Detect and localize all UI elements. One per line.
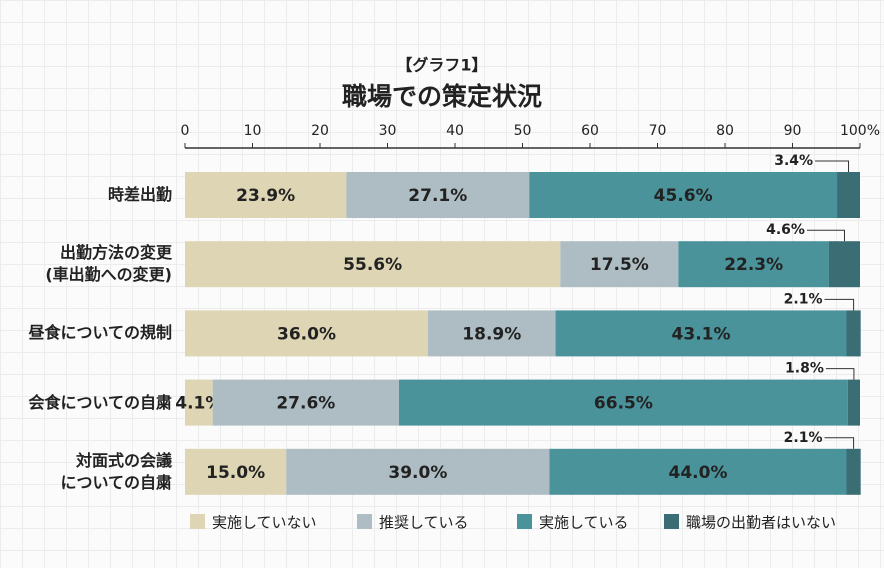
bar-segment <box>185 448 287 495</box>
bar-segment <box>846 448 861 495</box>
x-tick-label: 20 <box>311 123 329 139</box>
value-label: 4.6% <box>766 222 805 238</box>
bar-segment <box>185 310 428 357</box>
label-leader <box>824 437 855 449</box>
value-label: 44.0% <box>669 463 728 483</box>
legend-label: 実施している <box>539 514 629 532</box>
value-label: 55.6% <box>343 255 402 275</box>
value-label: 2.1% <box>784 430 823 446</box>
category-label: 対面式の会議 についての自粛 <box>60 450 172 492</box>
bar-segment <box>555 310 847 357</box>
legend-swatch <box>517 514 532 529</box>
x-tick-label: 50 <box>514 123 532 139</box>
x-tick-label: 0 <box>181 123 190 139</box>
bar-segment <box>560 241 679 288</box>
value-label: 43.1% <box>672 324 731 344</box>
legend-swatch <box>357 514 372 529</box>
bar-segment <box>846 310 861 357</box>
bar-segment <box>185 172 347 218</box>
x-tick-label: 10 <box>244 123 262 139</box>
bar-segment <box>549 448 847 495</box>
value-label: 39.0% <box>388 463 447 483</box>
label-leader <box>815 160 850 172</box>
value-label: 27.1% <box>408 186 467 206</box>
label-leader <box>806 229 845 242</box>
x-tick-label: 60 <box>581 123 599 139</box>
x-tick-label: 70 <box>649 123 667 139</box>
value-label: 45.6% <box>654 186 713 206</box>
x-tick-label: 100% <box>840 123 880 139</box>
bar-segment <box>286 448 550 495</box>
value-label: 15.0% <box>206 463 265 483</box>
value-label: 2.1% <box>784 291 823 307</box>
label-leader <box>825 368 855 380</box>
bar-segment <box>185 379 213 426</box>
bar-segment <box>847 379 860 426</box>
value-label: 18.9% <box>462 324 521 344</box>
legend-label: 職場の出勤者はいない <box>686 514 836 532</box>
label-leader <box>824 298 855 311</box>
x-tick-label: 80 <box>716 123 734 139</box>
bar-segment <box>398 379 848 426</box>
legend-label: 実施していない <box>212 514 317 532</box>
value-label: 22.3% <box>724 255 783 275</box>
category-label: 会食についての自粛 <box>28 392 172 412</box>
value-label: 4.1% <box>175 394 222 414</box>
bar-segment <box>828 241 860 288</box>
legend-swatch <box>664 514 679 529</box>
bar-segment <box>185 241 561 288</box>
value-label: 3.4% <box>774 153 813 169</box>
bar-segment <box>837 172 860 218</box>
value-label: 36.0% <box>277 324 336 344</box>
x-tick-label: 30 <box>379 123 397 139</box>
chart-title: 職場での策定状況 <box>342 82 542 111</box>
bar-segment <box>428 310 556 357</box>
bar-segment <box>212 379 399 426</box>
category-label: 出勤方法の変更 (車出勤への変更) <box>45 243 172 285</box>
value-label: 66.5% <box>594 394 653 414</box>
category-label: 時差出勤 <box>107 185 172 204</box>
category-label: 昼食についての規制 <box>28 323 172 343</box>
chart-subtitle: 【グラフ1】 <box>396 56 487 75</box>
legend-label: 推奨している <box>379 514 469 532</box>
bar-segment <box>529 172 838 218</box>
bar-segment <box>346 172 530 218</box>
value-label: 23.9% <box>236 186 295 206</box>
legend-swatch <box>190 514 205 529</box>
x-tick-label: 40 <box>446 123 464 139</box>
value-label: 27.6% <box>276 394 335 414</box>
bar-segment <box>678 241 829 288</box>
value-label: 17.5% <box>590 255 649 275</box>
value-label: 1.8% <box>785 361 824 377</box>
x-tick-label: 90 <box>784 123 802 139</box>
